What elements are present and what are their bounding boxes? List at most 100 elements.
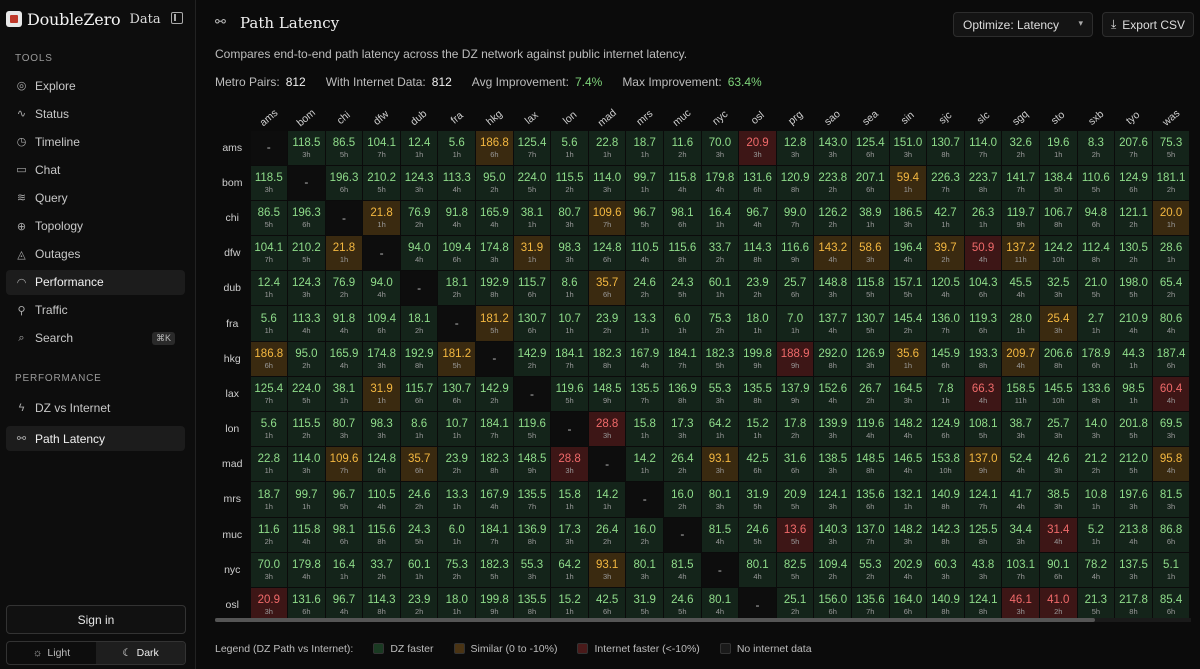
latency-cell[interactable]: 138.5 3h [813,446,852,483]
latency-cell[interactable]: 41.0 2h [1038,586,1078,622]
latency-cell[interactable]: 80.7 3h [550,199,589,237]
latency-cell[interactable]: 18.0 1h [437,586,477,622]
latency-cell[interactable]: 115.5 2h [550,164,589,201]
latency-cell[interactable]: 75.3 5h [1151,129,1191,166]
latency-cell[interactable]: 21.2 2h [1076,446,1116,483]
latency-cell[interactable]: 119.6 5h [550,375,589,413]
sidebar-item-search[interactable]: ⌕ Search ⌘K [6,326,185,351]
latency-cell[interactable]: 153.8 10h [926,446,965,483]
latency-cell[interactable]: 156.0 6h [813,586,852,622]
latency-cell[interactable]: 201.8 5h [1114,410,1153,448]
latency-cell[interactable]: 6.0 1h [663,305,702,342]
latency-cell[interactable]: 115.7 6h [399,375,439,413]
latency-cell[interactable]: 182.3 8h [475,446,514,483]
latency-cell[interactable]: 106.7 8h [1038,199,1078,237]
latency-cell[interactable]: 17.8 2h [775,410,815,448]
latency-cell[interactable]: 148.2 4h [888,410,928,448]
latency-cell[interactable]: 120.5 4h [926,270,965,307]
latency-cell[interactable]: 98.1 6h [663,199,702,237]
latency-cell[interactable]: 18.7 1h [625,129,665,166]
latency-cell[interactable]: 135.5 7h [625,375,665,413]
sidebar-item-outages[interactable]: ◬ Outages [6,242,185,267]
latency-cell[interactable]: 43.8 3h [963,551,1003,588]
latency-cell[interactable]: 35.6 1h [888,340,928,377]
latency-cell[interactable]: 28.6 1h [1151,235,1191,272]
latency-cell[interactable]: 136.9 8h [512,516,552,553]
sidebar-item-query[interactable]: ≋ Query [6,185,185,210]
latency-cell[interactable]: 55.3 3h [700,375,740,413]
latency-cell[interactable]: 136.0 7h [926,305,965,342]
latency-cell[interactable]: 11.6 2h [249,516,289,553]
latency-cell[interactable]: 135.6 7h [851,586,890,622]
latency-cell[interactable]: 109.4 6h [362,305,401,342]
latency-cell[interactable]: 199.8 9h [475,586,514,622]
latency-cell[interactable]: 34.4 3h [1001,516,1040,553]
latency-cell[interactable]: 140.9 8h [926,481,965,518]
latency-cell[interactable]: 110.6 5h [1076,164,1116,201]
latency-cell[interactable]: 98.1 6h [324,516,364,553]
latency-cell[interactable]: 16.4 1h [700,199,740,237]
latency-cell[interactable]: 16.0 2h [625,516,665,553]
latency-cell[interactable]: 142.9 2h [512,340,552,377]
latency-cell[interactable]: 217.8 8h [1114,586,1153,622]
sidebar-item-topology[interactable]: ⊕ Topology [6,214,185,239]
latency-cell[interactable]: 148.2 3h [888,516,928,553]
latency-cell[interactable]: 206.6 8h [1038,340,1078,377]
latency-cell[interactable]: 19.6 1h [1038,129,1078,166]
latency-cell[interactable]: 21.3 5h [1076,586,1116,622]
latency-cell[interactable]: 14.2 1h [587,481,627,518]
latency-cell[interactable]: 99.0 7h [775,199,815,237]
latency-cell[interactable]: 119.6 5h [512,410,552,448]
latency-cell[interactable]: 196.3 6h [324,164,364,201]
latency-cell[interactable]: 119.6 4h [851,410,890,448]
latency-cell[interactable]: 140.3 3h [813,516,852,553]
latency-cell[interactable]: 198.0 5h [1114,270,1153,307]
latency-cell[interactable]: 80.1 3h [625,551,665,588]
latency-cell[interactable]: 44.3 1h [1114,340,1153,377]
latency-cell[interactable]: 196.4 4h [888,235,928,272]
latency-cell[interactable]: 113.3 4h [287,305,326,342]
latency-cell[interactable]: 46.1 3h [1001,586,1040,622]
latency-cell[interactable]: 199.8 9h [738,340,777,377]
latency-cell[interactable]: 81.5 4h [700,516,740,553]
latency-cell[interactable]: 17.3 3h [663,410,702,448]
latency-cell[interactable]: 80.7 3h [324,410,364,448]
latency-cell[interactable]: 76.9 2h [324,270,364,307]
latency-cell[interactable]: 137.9 9h [775,375,815,413]
latency-cell[interactable]: 213.8 4h [1114,516,1153,553]
latency-cell[interactable]: 13.3 1h [625,305,665,342]
latency-cell[interactable]: 186.8 6h [249,340,289,377]
latency-cell[interactable]: 120.9 8h [775,164,815,201]
latency-cell[interactable]: 137.0 9h [963,446,1003,483]
latency-cell[interactable]: 28.8 3h [550,446,589,483]
latency-cell[interactable]: 86.8 6h [1151,516,1191,553]
latency-cell[interactable]: 80.1 4h [738,551,777,588]
latency-cell[interactable]: - [550,410,589,448]
latency-cell[interactable]: 115.6 8h [362,516,401,553]
latency-cell[interactable]: 130.7 8h [926,129,965,166]
latency-cell[interactable]: 52.4 4h [1001,446,1040,483]
latency-cell[interactable]: 18.1 2h [399,305,439,342]
latency-cell[interactable]: 124.8 6h [587,235,627,272]
latency-cell[interactable]: 110.5 4h [362,481,401,518]
latency-cell[interactable]: 66.3 4h [963,375,1003,413]
latency-cell[interactable]: 108.1 5h [963,410,1003,448]
latency-cell[interactable]: 115.5 2h [287,410,326,448]
latency-cell[interactable]: 207.1 6h [851,164,890,201]
latency-cell[interactable]: 24.6 2h [625,270,665,307]
latency-cell[interactable]: 131.6 6h [287,586,326,622]
latency-cell[interactable]: 42.5 6h [738,446,777,483]
latency-cell[interactable]: 91.8 4h [324,305,364,342]
latency-cell[interactable]: 148.5 9h [587,375,627,413]
latency-cell[interactable]: 224.0 5h [287,375,326,413]
latency-cell[interactable]: 98.3 3h [550,235,589,272]
latency-cell[interactable]: 130.7 5h [851,305,890,342]
latency-cell[interactable]: 35.7 6h [399,446,439,483]
latency-cell[interactable]: - [399,270,439,307]
latency-cell[interactable]: 32.6 2h [1001,129,1040,166]
latency-cell[interactable]: 96.7 5h [625,199,665,237]
latency-cell[interactable]: 115.8 5h [851,270,890,307]
latency-cell[interactable]: 125.4 7h [512,129,552,166]
latency-cell[interactable]: 76.9 2h [399,199,439,237]
latency-cell[interactable]: 135.5 7h [512,481,552,518]
